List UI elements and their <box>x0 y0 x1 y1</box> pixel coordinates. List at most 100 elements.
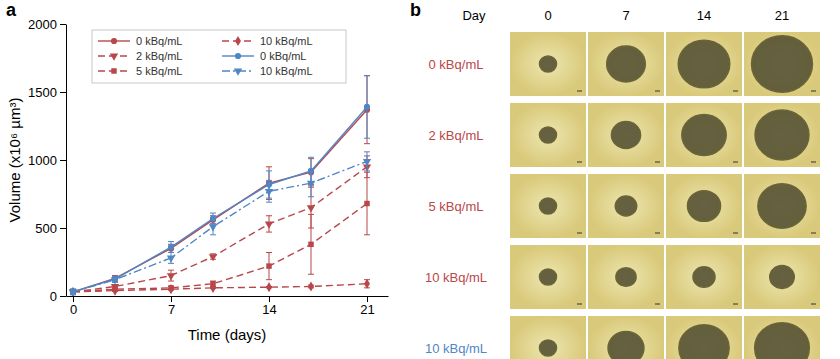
row-label: 10 kBq/mL <box>425 270 487 285</box>
image-background <box>510 174 586 238</box>
image-background <box>510 32 586 96</box>
image-background <box>588 32 664 96</box>
scale-bar <box>733 91 738 92</box>
legend-entry: 5 kBq/mL <box>98 65 182 77</box>
spheroid <box>539 127 556 143</box>
x-tick: 7 <box>168 296 175 317</box>
marker <box>363 159 371 166</box>
x-axis-line <box>67 296 389 297</box>
marker <box>69 290 77 296</box>
spheroid <box>616 268 636 287</box>
marker <box>209 254 217 261</box>
scale-bar <box>811 162 816 163</box>
y-axis: 0 500 1000 1500 2000 <box>28 17 66 304</box>
series <box>69 152 371 296</box>
marker <box>167 273 175 280</box>
spheroid <box>539 56 556 72</box>
legend-entry: 10 kBq/mL <box>222 65 313 77</box>
x-tick-mark <box>171 296 172 302</box>
x-tick: 0 <box>70 296 77 317</box>
error-bar-line <box>168 242 174 253</box>
marker <box>69 290 77 296</box>
marker <box>308 242 313 247</box>
marker <box>307 205 315 212</box>
marker <box>168 244 174 250</box>
series <box>70 76 370 295</box>
image-cell <box>744 245 820 309</box>
image-cell <box>666 174 742 238</box>
scale-bar <box>655 162 660 163</box>
spheroid <box>611 122 640 149</box>
image-background <box>666 316 742 359</box>
error-bar <box>308 214 314 274</box>
marker <box>266 263 271 268</box>
image-cell <box>510 174 586 238</box>
image-cell <box>588 316 664 359</box>
image-background <box>510 245 586 309</box>
x-axis-title: Time (days) <box>188 326 267 343</box>
spheroid <box>682 114 726 155</box>
error-bar-line <box>364 172 370 235</box>
spheroid <box>678 40 730 88</box>
image-background <box>744 103 820 167</box>
legend-label: 2 kBq/mL <box>136 50 182 62</box>
y-tick-label: 2000 <box>28 17 57 32</box>
image-cell <box>510 245 586 309</box>
marker <box>209 224 217 231</box>
marker <box>266 282 272 292</box>
error-bar-line <box>266 252 272 279</box>
error-bar <box>364 172 370 235</box>
spheroid <box>615 196 636 216</box>
image-cell <box>666 316 742 359</box>
y-tick-label: 1000 <box>28 153 57 168</box>
legend-marker <box>235 53 241 59</box>
scale-bar <box>811 304 816 305</box>
y-tick-mark <box>60 92 66 93</box>
image-background <box>744 174 820 238</box>
marker <box>364 201 369 206</box>
y-tick: 500 <box>35 221 66 236</box>
marker <box>111 277 119 284</box>
legend-entry: 2 kBq/mL <box>98 50 182 62</box>
legend-marker <box>110 54 118 61</box>
scale-bar <box>811 233 816 234</box>
image-background <box>744 32 820 96</box>
legend-entry: 10 kBq/mL <box>222 35 313 47</box>
spheroid <box>755 323 810 359</box>
y-tick-mark <box>60 228 66 229</box>
spheroid <box>770 266 795 289</box>
grid-header: Day <box>462 8 486 23</box>
marker <box>168 284 174 294</box>
series-line <box>73 204 367 292</box>
marker <box>167 256 175 263</box>
y-tick: 1500 <box>28 85 66 100</box>
scale-bar <box>577 304 582 305</box>
y-tick-label: 0 <box>50 289 57 304</box>
scale-bar <box>733 162 738 163</box>
spheroid <box>539 198 556 214</box>
scale-bar <box>733 233 738 234</box>
error-bar <box>168 242 174 253</box>
series <box>69 156 371 296</box>
series <box>70 172 370 294</box>
marker <box>308 281 314 291</box>
row-label: 5 kBq/mL <box>429 199 484 214</box>
legend-marker <box>111 68 116 73</box>
spheroid <box>758 184 806 229</box>
x-tick: 21 <box>360 296 374 317</box>
scale-bar <box>577 233 582 234</box>
scale-bar <box>655 91 660 92</box>
scale-bar <box>811 91 816 92</box>
spheroid <box>752 36 813 92</box>
image-cell <box>588 245 664 309</box>
spheroid <box>539 269 556 285</box>
image-cell <box>744 32 820 96</box>
image-background <box>510 103 586 167</box>
row-label: 10 kBq/mL <box>425 341 487 356</box>
panel-label: a <box>6 0 17 20</box>
spheroid <box>693 267 715 287</box>
legend-marker <box>111 38 117 44</box>
x-tick-label: 0 <box>70 302 77 317</box>
column-label: 7 <box>622 8 629 23</box>
image-background <box>510 316 586 359</box>
